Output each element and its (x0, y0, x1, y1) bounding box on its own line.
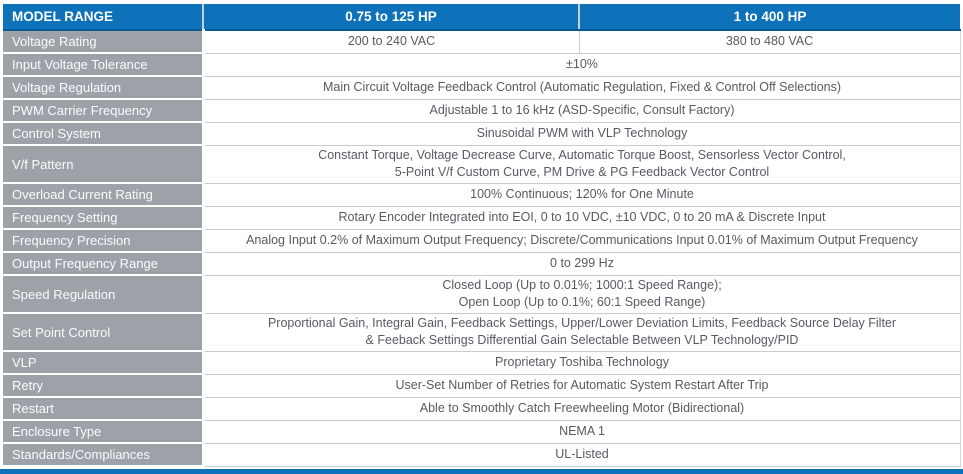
table-row: Voltage Regulation Main Circuit Voltage … (3, 76, 961, 100)
table-header-row: MODEL RANGE 0.75 to 125 HP 1 to 400 HP (3, 4, 960, 31)
table-row: Frequency Setting Rotary Encoder Integra… (3, 206, 961, 230)
row-value-set-point-control: Proportional Gain, Integral Gain, Feedba… (203, 313, 961, 352)
row-label-frequency-setting: Frequency Setting (3, 206, 205, 230)
row-label-restart: Restart (3, 397, 205, 421)
row-value-enclosure-type: NEMA 1 (203, 420, 961, 444)
bottom-accent-bar (0, 469, 963, 474)
row-label-output-frequency-range: Output Frequency Range (3, 252, 205, 276)
row-value-pwm-carrier-frequency: Adjustable 1 to 16 kHz (ASD-Specific, Co… (203, 99, 961, 123)
specifications-table: MODEL RANGE 0.75 to 125 HP 1 to 400 HP V… (3, 4, 961, 467)
table-row: Standards/Compliances UL-Listed (3, 443, 961, 467)
row-value-vlp: Proprietary Toshiba Technology (203, 351, 961, 375)
row-value-control-system: Sinusoidal PWM with VLP Technology (203, 122, 961, 146)
row-label-standards-compliances: Standards/Compliances (3, 443, 205, 467)
row-label-speed-regulation: Speed Regulation (3, 275, 205, 314)
row-label-pwm-carrier-frequency: PWM Carrier Frequency (3, 99, 205, 123)
row-value-voltage-rating-460v: 380 to 480 VAC (578, 30, 961, 54)
table-row: Enclosure Type NEMA 1 (3, 420, 961, 444)
header-hp-range-230v: 0.75 to 125 HP (202, 4, 579, 31)
table-row: Set Point Control Proportional Gain, Int… (3, 313, 961, 352)
row-label-control-system: Control System (3, 122, 205, 146)
table-row: V/f Pattern Constant Torque, Voltage Dec… (3, 145, 961, 184)
table-row: Voltage Rating 200 to 240 VAC 380 to 480… (3, 30, 961, 54)
row-label-enclosure-type: Enclosure Type (3, 420, 205, 444)
row-value-input-voltage-tolerance: ±10% (203, 53, 961, 77)
row-value-frequency-setting: Rotary Encoder Integrated into EOI, 0 to… (203, 206, 961, 230)
row-label-voltage-regulation: Voltage Regulation (3, 76, 205, 100)
header-model-range: MODEL RANGE (3, 4, 203, 31)
row-value-output-frequency-range: 0 to 299 Hz (203, 252, 961, 276)
table-row: Frequency Precision Analog Input 0.2% of… (3, 229, 961, 253)
row-label-frequency-precision: Frequency Precision (3, 229, 205, 253)
row-label-vlp: VLP (3, 351, 205, 375)
row-label-vf-pattern: V/f Pattern (3, 145, 205, 184)
table-row: Output Frequency Range 0 to 299 Hz (3, 252, 961, 276)
table-row: PWM Carrier Frequency Adjustable 1 to 16… (3, 99, 961, 123)
row-label-input-voltage-tolerance: Input Voltage Tolerance (3, 53, 205, 77)
row-label-set-point-control: Set Point Control (3, 313, 205, 352)
row-label-overload-current-rating: Overload Current Rating (3, 183, 205, 207)
row-value-voltage-regulation: Main Circuit Voltage Feedback Control (A… (203, 76, 961, 100)
table-row: VLP Proprietary Toshiba Technology (3, 351, 961, 375)
row-value-overload-current-rating: 100% Continuous; 120% for One Minute (203, 183, 961, 207)
row-value-restart: Able to Smoothly Catch Freewheeling Moto… (203, 397, 961, 421)
row-label-retry: Retry (3, 374, 205, 398)
table-row: Overload Current Rating 100% Continuous;… (3, 183, 961, 207)
row-value-vf-pattern: Constant Torque, Voltage Decrease Curve,… (203, 145, 961, 184)
table-row: Speed Regulation Closed Loop (Up to 0.01… (3, 275, 961, 314)
row-value-voltage-rating-230v: 200 to 240 VAC (203, 30, 579, 54)
row-value-speed-regulation: Closed Loop (Up to 0.01%; 1000:1 Speed R… (203, 275, 961, 314)
row-value-retry: User-Set Number of Retries for Automatic… (203, 374, 961, 398)
table-row: Retry User-Set Number of Retries for Aut… (3, 374, 961, 398)
row-value-standards-compliances: UL-Listed (203, 443, 961, 467)
table-row: Input Voltage Tolerance ±10% (3, 53, 961, 77)
table-row: Restart Able to Smoothly Catch Freewheel… (3, 397, 961, 421)
header-hp-range-460v: 1 to 400 HP (578, 4, 960, 31)
row-value-frequency-precision: Analog Input 0.2% of Maximum Output Freq… (203, 229, 961, 253)
table-row: Control System Sinusoidal PWM with VLP T… (3, 122, 961, 146)
row-label-voltage-rating: Voltage Rating (3, 30, 205, 54)
